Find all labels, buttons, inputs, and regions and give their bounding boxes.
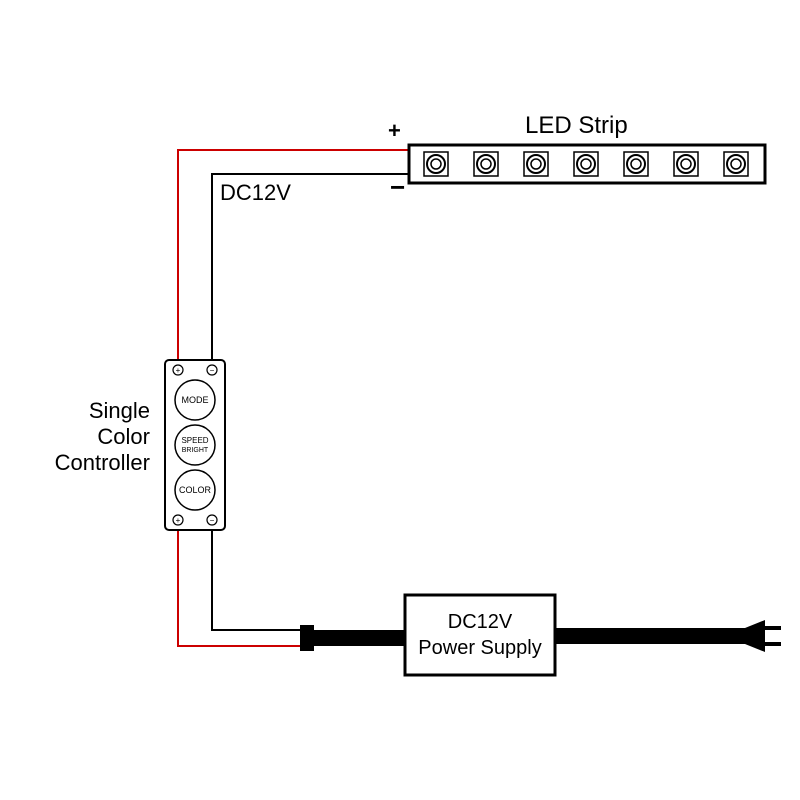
cable-to-psu bbox=[314, 630, 405, 646]
power-cable bbox=[555, 628, 745, 644]
svg-text:SPEED: SPEED bbox=[181, 436, 208, 445]
led-strip-box bbox=[409, 145, 765, 183]
power-supply-box bbox=[405, 595, 555, 675]
power-supply-label-2: Power Supply bbox=[418, 637, 541, 659]
svg-text:MODE: MODE bbox=[182, 395, 209, 405]
svg-text:BRIGHT: BRIGHT bbox=[182, 447, 209, 454]
label-dc12v: DC12V bbox=[220, 180, 291, 206]
svg-text:+: + bbox=[176, 516, 181, 525]
cable-joint bbox=[300, 625, 314, 651]
svg-text:+: + bbox=[176, 366, 181, 375]
power-plug bbox=[745, 620, 781, 652]
red-wire-bottom bbox=[178, 530, 308, 646]
svg-text:COLOR: COLOR bbox=[179, 485, 212, 495]
label-controller-1: Single bbox=[89, 398, 150, 424]
svg-text:−: − bbox=[210, 516, 215, 525]
label-led-strip: LED Strip bbox=[525, 112, 628, 140]
label-plus: + bbox=[388, 118, 401, 144]
svg-text:−: − bbox=[210, 366, 215, 375]
label-minus: − bbox=[390, 172, 405, 203]
power-supply-label-1: DC12V bbox=[448, 611, 513, 633]
label-controller-2: Color bbox=[97, 424, 150, 450]
label-controller-3: Controller bbox=[55, 450, 150, 476]
black-wire-bottom bbox=[212, 530, 308, 630]
controller-box bbox=[165, 360, 225, 530]
